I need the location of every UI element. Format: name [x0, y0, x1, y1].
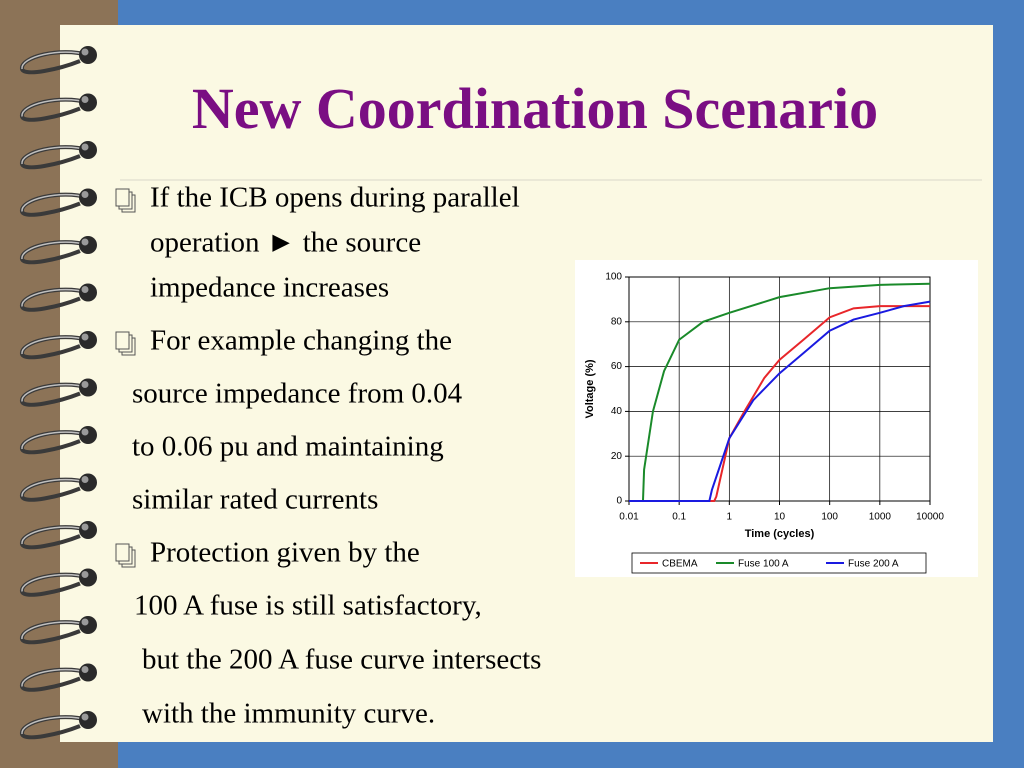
y-tick-label: 100 [605, 272, 622, 283]
ring-bead-shine [81, 333, 89, 341]
ring-bead [79, 331, 97, 349]
legend-label: Fuse 100 A [738, 559, 789, 570]
bullet-text: to 0.06 pu and maintaining [132, 431, 444, 463]
ring-bead [79, 236, 97, 254]
ring-bead-shine [81, 48, 89, 56]
bullet-icon [115, 188, 130, 207]
y-tick-label: 60 [611, 361, 623, 372]
ring-bead [79, 568, 97, 587]
series-line [629, 305, 930, 502]
bullet-text: If the ICB opens during parallel [150, 182, 520, 214]
legend-label: Fuse 200 A [848, 559, 899, 570]
ring-bead-shine [81, 476, 89, 483]
ring-bead [79, 616, 97, 634]
ring-bead-shine [81, 143, 89, 151]
ring-bead-shine [81, 428, 89, 436]
ring-bead [79, 663, 97, 682]
bullet-text: impedance increases [150, 272, 389, 304]
bullet-icon [115, 331, 130, 350]
ring-bead-shine [81, 618, 89, 626]
ring-bead-shine [81, 523, 89, 531]
x-tick-label: 0.1 [672, 512, 686, 523]
ring-bead [79, 46, 97, 64]
x-tick-label: 1000 [869, 512, 892, 523]
ring-bead [79, 473, 97, 492]
ring-bead-shine [81, 713, 89, 721]
ring-bead-shine [81, 571, 89, 578]
chart: 0 20 40 60 80 100 0.01 0.1 1 10 100 1000 10000 Time (… [584, 272, 944, 574]
legend: CBEMA Fuse 100 A Fuse 200 A [631, 552, 927, 574]
bullet-text: source impedance from 0.04 [132, 378, 463, 410]
ring-bead [79, 711, 97, 729]
bullet-text: with the immunity curve. [142, 698, 435, 730]
ring-bead [79, 93, 97, 112]
ring-bead [79, 141, 97, 159]
bullet-text: For example changing the [150, 325, 452, 357]
x-tick-label: 1 [727, 512, 733, 523]
bullet-icon [115, 543, 130, 562]
series-line [629, 300, 931, 502]
ring-bead-shine [81, 666, 89, 673]
x-tick-label: 0.01 [619, 512, 639, 523]
slide-title: New Coordination Scenario [192, 76, 878, 141]
spiral-rings [20, 46, 97, 740]
bullet-text: Protection given by the [150, 537, 420, 569]
y-tick-label: 80 [611, 316, 623, 327]
y-tick-label: 0 [616, 496, 622, 507]
ring-bead [79, 426, 97, 444]
bullet-text: 100 A fuse is still satisfactory, [134, 590, 482, 622]
ring-bead [79, 283, 97, 302]
bullet-text: operation ► the source [150, 227, 421, 259]
legend-box [631, 552, 927, 574]
ring-bead-shine [81, 191, 89, 198]
x-tick-label: 10000 [916, 512, 944, 523]
bullet-text: similar rated currents [132, 484, 378, 516]
ring-bead-shine [81, 381, 89, 388]
x-axis-title: Time (cycles) [745, 528, 815, 540]
ring-bead-shine [81, 238, 89, 246]
ring-bead [79, 378, 97, 397]
ring-bead [79, 521, 97, 539]
bullet-text: but the 200 A fuse curve intersects [142, 644, 541, 676]
ring-bead-shine [81, 96, 89, 103]
y-tick-label: 20 [611, 451, 623, 462]
series-line [629, 282, 931, 502]
x-tick-label: 100 [821, 512, 838, 523]
y-axis-title: Voltage (%) [584, 359, 596, 418]
legend-label: CBEMA [662, 559, 698, 570]
bullets: If the ICB opens during parallel operatio… [115, 182, 541, 730]
y-tick-label: 40 [611, 406, 623, 417]
ring-bead-shine [81, 286, 89, 293]
ring-bead [79, 188, 97, 207]
x-tick-label: 10 [774, 512, 786, 523]
